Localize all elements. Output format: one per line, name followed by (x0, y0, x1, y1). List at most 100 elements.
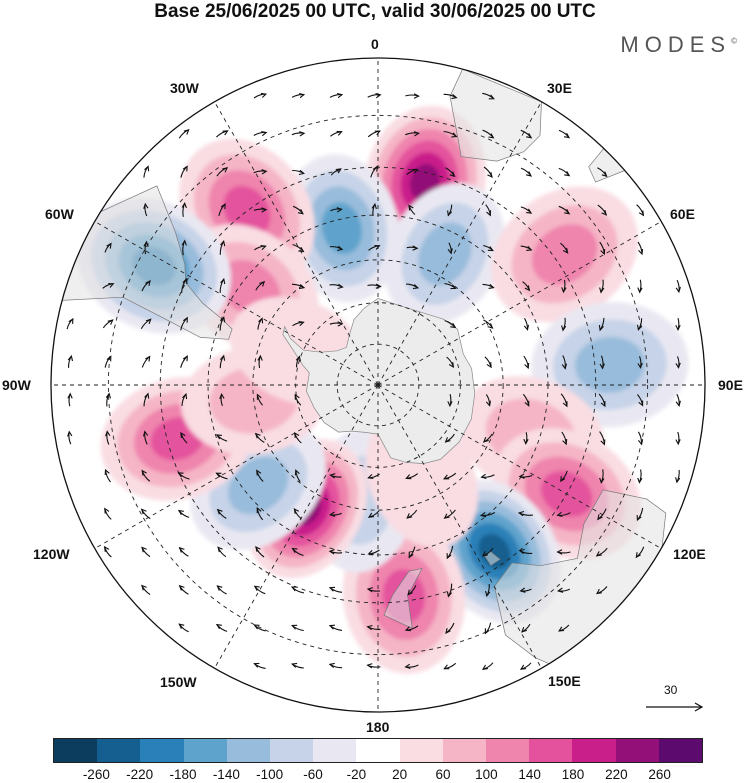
wind-arrowhead (675, 477, 681, 484)
colorbar-segment (97, 739, 141, 762)
southern-africa-outline (449, 68, 542, 162)
wind-arrowhead (181, 201, 187, 209)
contour-band (228, 456, 289, 515)
lon-label-120e: 120E (673, 546, 706, 562)
reference-vector-label: 30 (664, 683, 678, 697)
wind-arrowhead (443, 513, 450, 519)
wind-arrowhead (143, 240, 149, 247)
wind-arrowhead (413, 93, 420, 99)
colorbar-tick-label: -180 (169, 767, 197, 782)
wind-arrowhead (182, 355, 188, 362)
wind-arrowhead (636, 324, 643, 331)
wind-arrowhead (182, 277, 188, 285)
wind-arrowhead (635, 552, 641, 559)
wind-arrowhead (253, 624, 260, 630)
wind-arrowhead (451, 132, 458, 138)
meridian-line (94, 384, 379, 549)
wind-arrowhead (299, 131, 306, 137)
wind-arrowhead (178, 584, 185, 591)
colorbar-tick-label: -100 (256, 767, 284, 782)
wind-arrowhead (182, 316, 188, 323)
colorbar-segment (658, 739, 703, 762)
wind-arrowhead (108, 282, 115, 288)
wind-arrowhead (329, 473, 336, 479)
latitude-circle (252, 259, 504, 511)
wind-arrowhead (215, 434, 222, 440)
wind-arrowhead (143, 202, 149, 209)
wind-arrowhead (107, 319, 114, 325)
wind-arrowhead (372, 165, 378, 172)
wind-arrowhead (450, 284, 457, 290)
lon-label-0: 0 (371, 36, 379, 52)
wind-arrowhead (371, 202, 377, 210)
wind-arrowhead (564, 171, 571, 177)
wind-arrowhead (485, 590, 491, 598)
wind-arrowhead (595, 588, 602, 595)
wind-arrowhead (222, 130, 229, 136)
wind-arrowhead (144, 392, 150, 399)
lon-label-90w: 90W (2, 377, 31, 393)
brand-mark: © (731, 36, 737, 46)
wind-arrowhead (291, 547, 298, 553)
colorbar-tick-label: 260 (648, 767, 671, 782)
wind-arrowhead (220, 316, 226, 323)
wind-arrowhead (481, 551, 489, 557)
wind-arrowhead (182, 392, 188, 400)
wind-arrowhead (257, 354, 263, 361)
wind-arrowhead (599, 363, 605, 370)
wind-arrowhead (106, 242, 112, 249)
wind-arrowhead (408, 552, 414, 559)
wind-arrowhead (481, 664, 488, 671)
wind-arrowhead (486, 362, 492, 369)
wind-arrowhead (601, 171, 608, 178)
wind-arrowhead (519, 587, 526, 593)
wind-arrowhead (412, 284, 420, 290)
wind-arrowhead (254, 432, 261, 439)
wind-arrowhead (140, 508, 147, 515)
wind-arrowhead (600, 248, 606, 256)
wind-arrowhead (293, 508, 300, 514)
wind-arrowhead (220, 277, 226, 285)
wind-arrowhead (336, 92, 344, 99)
wind-arrowhead (335, 168, 342, 174)
colorbar-segment (226, 739, 271, 762)
wind-arrowhead (484, 628, 490, 635)
lon-label-30e: 30E (547, 80, 572, 96)
south-pole-marker (375, 382, 381, 388)
wind-arrowhead (144, 165, 150, 172)
wind-arrowhead (294, 469, 300, 476)
wind-arrowhead (142, 430, 149, 437)
wind-arrowhead (451, 93, 458, 100)
wind-arrowhead (675, 325, 681, 332)
wind-arrowhead (443, 664, 450, 670)
wind-arrowhead (444, 437, 451, 443)
wind-arrowhead (487, 172, 493, 178)
wind-arrowhead (488, 283, 495, 289)
wind-arrowhead (328, 586, 336, 592)
wind-arrowhead (599, 477, 605, 484)
wind-arrowhead (487, 246, 494, 252)
wind-arrowhead (448, 362, 455, 369)
colorbar-tick-label: -220 (126, 767, 154, 782)
antarctica-landmass (282, 298, 476, 464)
wind-arrowhead (526, 208, 533, 214)
wind-arrowhead (413, 131, 420, 137)
wind-arrowhead (638, 400, 644, 407)
colorbar-segment (399, 739, 443, 762)
wind-arrowhead (405, 474, 412, 480)
wind-arrowhead (258, 317, 264, 324)
wind-arrowhead (328, 624, 336, 630)
wind-arrowhead (523, 438, 529, 445)
wind-arrowhead (595, 551, 602, 557)
wind-arrowhead (182, 165, 188, 172)
wind-arrowhead (215, 472, 222, 478)
colorbar-tick-label: 20 (392, 767, 408, 782)
wind-arrowhead (482, 437, 489, 443)
wind-arrowhead (445, 627, 451, 634)
wind-arrowhead (261, 207, 268, 213)
lon-label-90e: 90E (718, 377, 743, 393)
wind-arrowhead (105, 392, 112, 399)
wind-arrowhead (404, 663, 411, 670)
wind-arrowhead (597, 514, 603, 521)
